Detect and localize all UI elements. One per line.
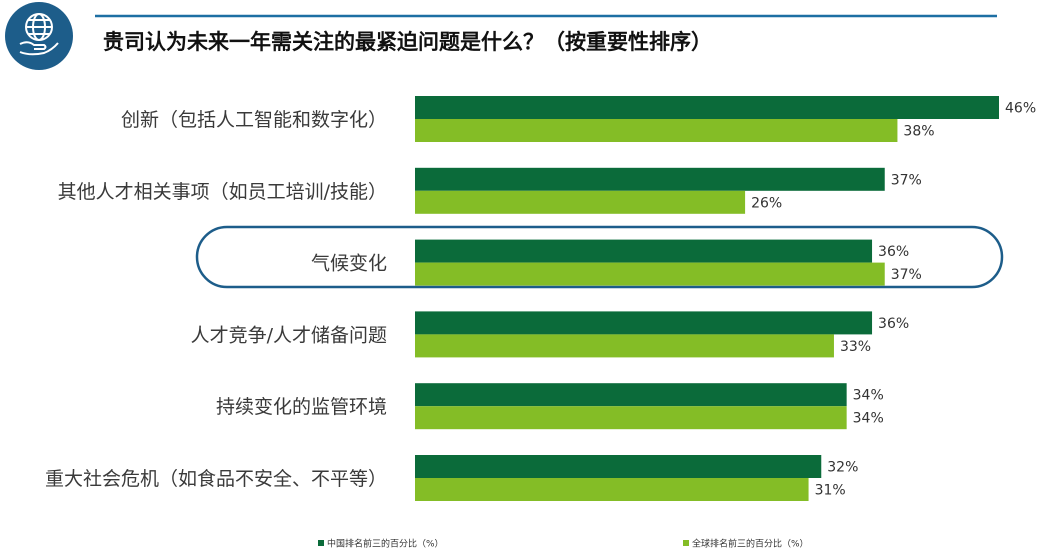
bar-series1 [415, 239, 873, 263]
value-label: 36% [878, 316, 909, 332]
value-label: 37% [891, 267, 922, 283]
legend: 中国排名前三的百分比（%） 全球排名前三的百分比（%） [318, 538, 809, 550]
value-label: 34% [853, 388, 884, 404]
category-label: 持续变化的监管环境 [216, 396, 387, 418]
bar-series1 [415, 96, 999, 119]
value-label: 36% [878, 244, 909, 260]
value-label: 32% [827, 460, 858, 476]
value-label: 34% [853, 411, 884, 427]
value-label: 46% [1005, 101, 1036, 117]
bar-series2 [415, 119, 898, 142]
legend-label-series2: 全球排名前三的百分比（%） [692, 538, 809, 550]
value-labels: 46% 38% 37% 26% 36% 37% 36% 33% 34% 34% 32% 31% [751, 101, 1036, 499]
bar-series2 [415, 262, 885, 286]
bars [415, 96, 999, 501]
bar-series1 [415, 311, 873, 335]
bar-series2 [415, 478, 809, 501]
legend-label-series1: 中国排名前三的百分比（%） [327, 538, 444, 550]
category-label: 人才竞争/人才储备问题 [191, 324, 387, 346]
chart-title: 贵司认为未来一年需关注的最紧迫问题是什么？（按重要性排序） [103, 30, 712, 54]
legend-swatch-series2 [683, 540, 689, 546]
category-label: 重大社会危机（如食品不安全、不平等） [45, 468, 387, 490]
value-label: 26% [751, 195, 782, 211]
bar-series1 [415, 455, 822, 478]
globe-lines [19, 13, 59, 56]
value-label: 37% [891, 172, 922, 188]
legend-swatch-series1 [318, 540, 324, 546]
globe-hand-icon [5, 2, 73, 70]
category-labels: 创新（包括人工智能和数字化） 其他人才相关事项（如员工培训/技能） 气候变化人才竞争… [45, 109, 387, 490]
category-label: 气候变化 [311, 253, 387, 275]
bar-series2 [415, 334, 834, 358]
value-label: 31% [815, 483, 846, 499]
highlight-outline [195, 225, 1004, 289]
category-label: 其他人才相关事项（如员工培训/技能） [58, 181, 387, 203]
category-label: 创新（包括人工智能和数字化） [121, 109, 387, 131]
bar-series2 [415, 190, 746, 214]
bar-series1 [415, 167, 885, 191]
bar-series2 [415, 406, 847, 430]
logo [5, 2, 73, 70]
value-label: 33% [840, 339, 871, 355]
bar-series1 [415, 383, 847, 407]
value-label: 38% [903, 124, 934, 140]
